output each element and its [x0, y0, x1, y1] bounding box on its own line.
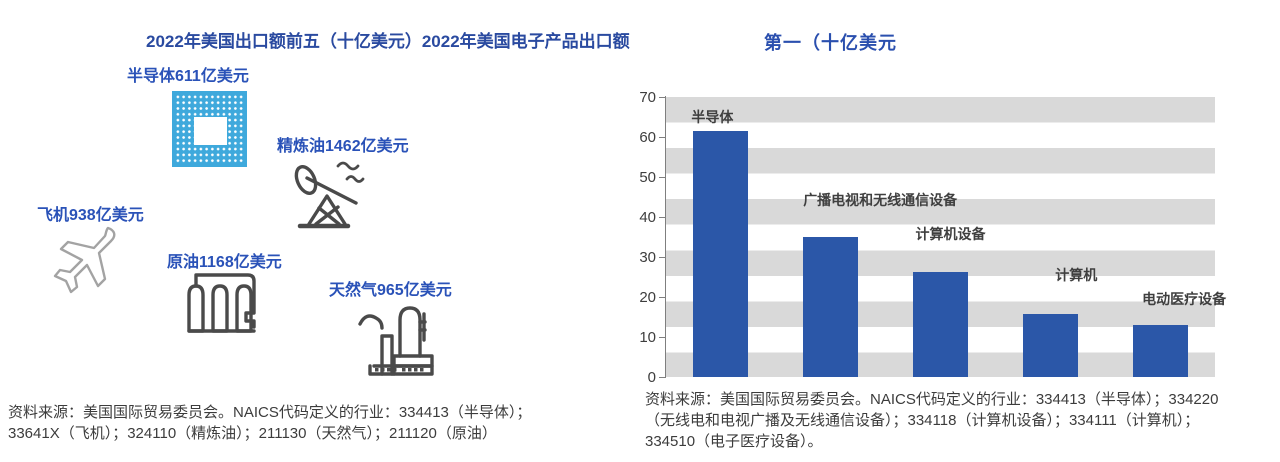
- y-tick-mark-10: [659, 337, 666, 338]
- y-tick-mark-0: [659, 377, 666, 378]
- left-chart-title: 2022年美国出口额前五（十亿美元）: [146, 32, 422, 51]
- left-source-line-2: 33641X（飞机）；324110（精炼油）；211130（天然气）；21112…: [8, 425, 497, 442]
- y-tick-mark-20: [659, 297, 666, 298]
- bar-category-label-0: 半导体: [691, 109, 734, 125]
- bar-category-label-2: 计算机设备: [915, 225, 986, 242]
- left-source-line-1: 资料来源：美国国际贸易委员会。NAICS代码定义的行业：334413（半导体）；: [8, 404, 532, 421]
- export-item-label: 精炼油1462亿美元: [277, 138, 409, 155]
- bar-category-label-1: 广播电视和无线通信设备: [803, 192, 958, 208]
- y-tick-label-10: 10: [639, 329, 656, 346]
- y-tick-label-50: 50: [639, 169, 656, 186]
- y-tick-mark-70: [659, 97, 666, 98]
- bar-2: [913, 271, 968, 377]
- bar-category-label-3: 计算机: [1055, 266, 1098, 283]
- oil-pump-icon: [294, 161, 365, 229]
- right-source-line-3: 334510（电子医疗设备）。: [645, 433, 823, 450]
- right-chart-title-part2: 第一（十亿美元: [764, 33, 897, 53]
- export-item-label: 原油1168亿美元: [167, 254, 282, 271]
- export-item-label: 飞机938亿美元: [37, 207, 144, 224]
- bar-3: [1022, 313, 1078, 377]
- right-source-note: 资料来源：美国国际贸易委员会。NAICS代码定义的行业：334413（半导体）；…: [645, 389, 1218, 452]
- y-tick-label-60: 60: [639, 129, 656, 146]
- export-item-crude-oil: 原油1168亿美元: [167, 248, 282, 272]
- left-source-note: 资料来源：美国国际贸易委员会。NAICS代码定义的行业：334413（半导体）；…: [8, 402, 531, 444]
- y-tick-label-70: 70: [639, 89, 656, 106]
- bar-1: [803, 237, 859, 377]
- chip-core: [194, 117, 227, 145]
- bar-4: [1132, 325, 1188, 377]
- y-tick-label-0: 0: [647, 369, 656, 386]
- y-tick-mark-40: [659, 217, 666, 218]
- right-source-line-1: 资料来源：美国国际贸易委员会。NAICS代码定义的行业：334413（半导体）；…: [645, 391, 1219, 408]
- top-title-line: 2022年美国出口额前五（十亿美元）2022年美国电子产品出口额: [146, 27, 630, 52]
- y-tick-mark-50: [659, 177, 666, 178]
- plot-area: 半导体广播电视和无线通信设备计算机设备计算机电动医疗设备: [666, 97, 1226, 377]
- right-chart-title-part1: 2022年美国电子产品出口额: [421, 32, 630, 51]
- export-item-refined-oil: 精炼油1462亿美元: [277, 132, 409, 156]
- export-item-semiconductor: 半导体611亿美元: [127, 62, 249, 86]
- export-item-natural-gas: 天然气965亿美元: [329, 276, 452, 300]
- export-item-aircraft: 飞机938亿美元: [37, 201, 144, 225]
- semiconductor-chip-icon: [172, 91, 247, 167]
- right-source-line-2: （无线电和电视广播及无线通信设备）；334118（计算机设备）；334111（计…: [645, 412, 1200, 429]
- y-tick-mark-60: [659, 137, 666, 138]
- y-tick-label-20: 20: [639, 289, 656, 306]
- gas-plant-icon: [358, 306, 434, 376]
- bar-category-label-4: 电动医疗设备: [1142, 291, 1227, 307]
- y-axis-line: [665, 96, 666, 378]
- y-tick-mark-30: [659, 257, 666, 258]
- oil-barrels-icon: [187, 273, 256, 333]
- export-item-label: 半导体611亿美元: [127, 68, 249, 85]
- airplane-icon: [53, 226, 116, 294]
- y-tick-label-40: 40: [639, 209, 656, 226]
- y-tick-label-30: 30: [639, 249, 656, 266]
- bar-0: [693, 131, 749, 377]
- export-item-label: 天然气965亿美元: [329, 282, 452, 299]
